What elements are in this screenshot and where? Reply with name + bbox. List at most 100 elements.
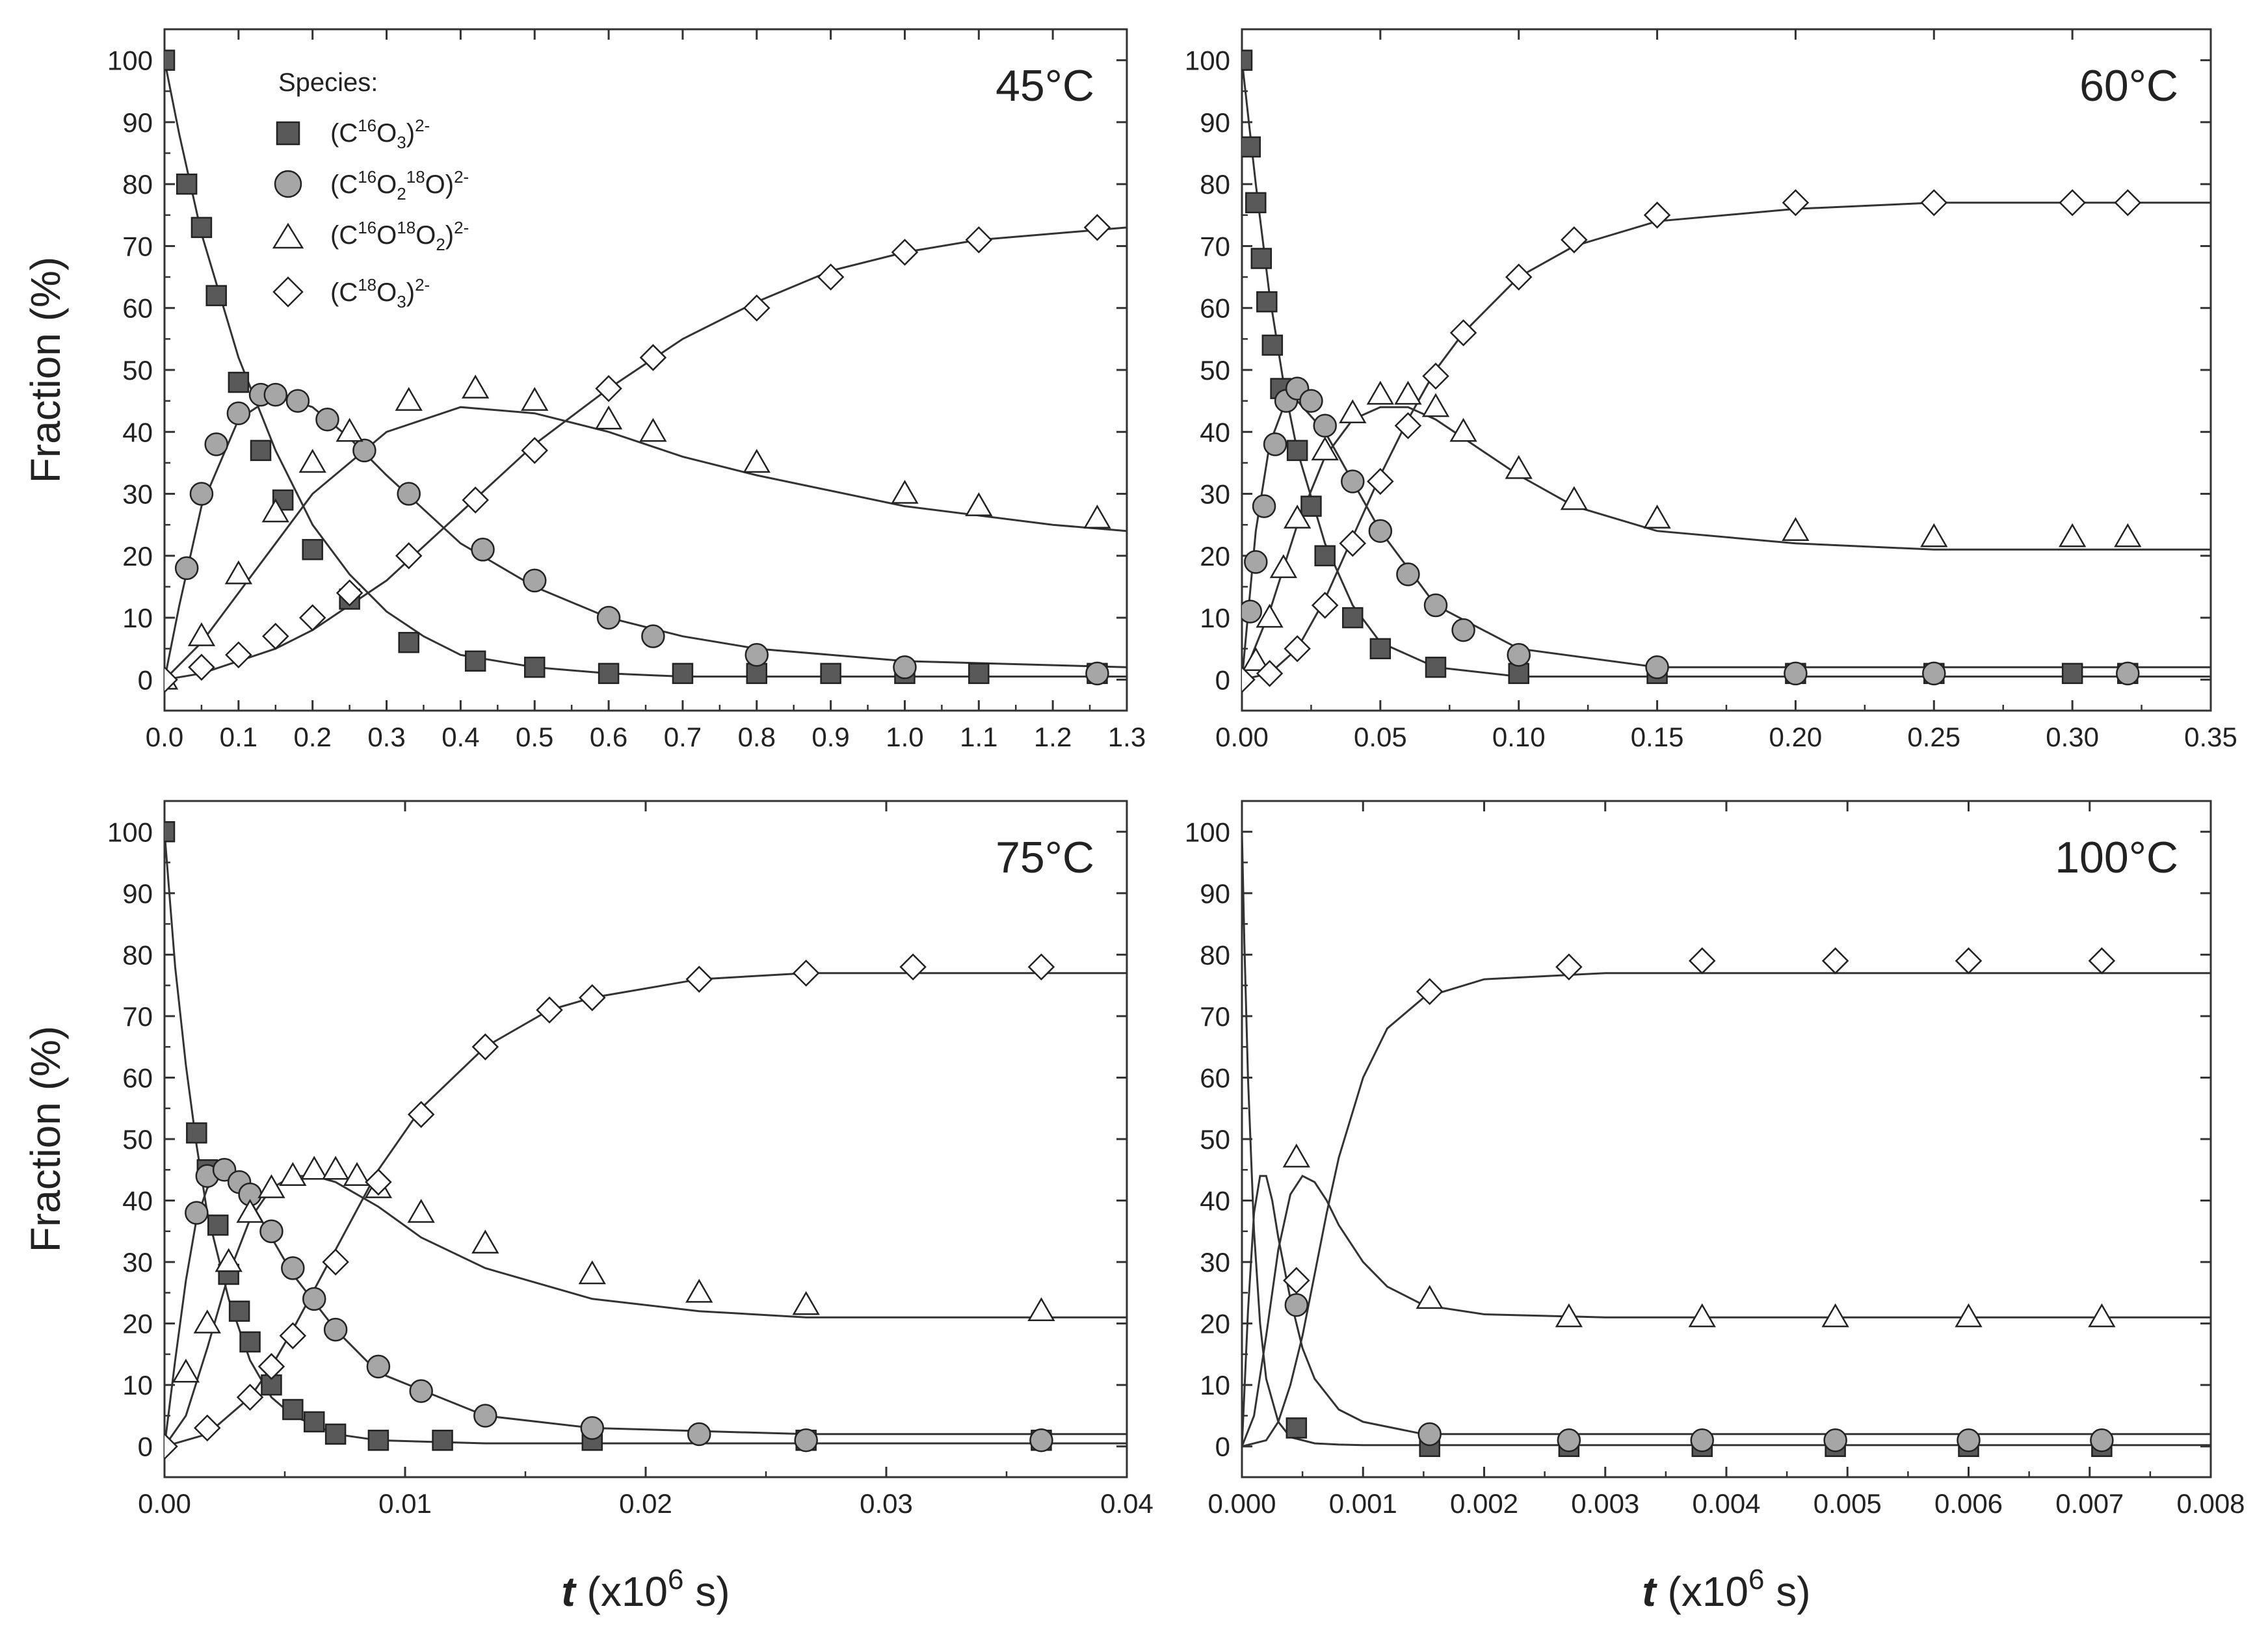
data-point-circle <box>1313 414 1337 438</box>
data-point-square <box>1245 192 1267 214</box>
y-tick-label: 80 <box>1200 939 1230 970</box>
fit-curve-diamond <box>1242 972 2211 1448</box>
data-point-diamond <box>407 1101 435 1128</box>
x-tick-label: 0.007 <box>2055 1488 2124 1519</box>
fit-curve-square <box>1242 832 2211 1447</box>
fit-curve-diamond <box>1242 202 2211 681</box>
data-point-diamond <box>165 1432 178 1460</box>
data-point-triangle <box>300 1155 328 1180</box>
y-tick-label: 100 <box>1185 817 1230 847</box>
y-tick-label: 70 <box>1200 1001 1230 1032</box>
data-point-square <box>1286 440 1308 462</box>
data-point-circle <box>1423 593 1448 618</box>
data-point-triangle <box>2114 523 2142 547</box>
y-tick-label: 100 <box>107 46 153 76</box>
data-point-circle <box>1557 1428 1581 1452</box>
data-point-diamond <box>1283 1267 1310 1294</box>
data-point-circle <box>522 568 547 593</box>
y-tick-label: 20 <box>122 541 153 571</box>
data-point-square <box>282 1398 304 1421</box>
series-square <box>165 821 1052 1451</box>
data-point-triangle <box>1821 1303 1849 1328</box>
panel-0: 0.0 0.1 0.2 0.3 0.4 0.5 0.6 0.7 0.8 0.9 1.0 1.1 1.2 1… <box>107 28 1146 752</box>
data-point-square <box>432 1430 453 1451</box>
data-point-circle <box>302 1287 326 1311</box>
fit-curve-diamond <box>165 226 1127 681</box>
data-point-square <box>302 539 323 560</box>
data-point-diamond <box>262 622 289 650</box>
data-point-circle <box>745 643 769 667</box>
data-point-triangle <box>236 1198 264 1223</box>
fit-curve-circle <box>165 393 1127 680</box>
data-point-diamond <box>1422 362 1449 390</box>
data-point-square <box>523 657 546 678</box>
data-point-triangle <box>461 374 490 399</box>
data-point-square <box>1242 49 1253 71</box>
y-tick-label: 80 <box>122 939 153 970</box>
x-tick-label: 0.00 <box>138 1488 191 1519</box>
data-point-diamond <box>685 965 713 993</box>
data-point-diamond <box>188 653 215 681</box>
data-point-triangle <box>521 387 549 411</box>
fit-curve-circle <box>1242 1175 2211 1447</box>
data-point-diamond <box>639 344 667 371</box>
y-tick-label: 60 <box>1200 1062 1230 1093</box>
data-point-circle <box>323 1317 348 1342</box>
y-tick-label: 90 <box>1200 878 1230 909</box>
data-point-triangle <box>172 1358 200 1383</box>
y-tick-label: 20 <box>122 1309 153 1339</box>
data-point-square <box>191 217 213 239</box>
y-tick-label: 0 <box>138 1432 153 1462</box>
data-point-circle <box>2116 661 2140 686</box>
y-tick-label: 10 <box>122 603 153 633</box>
y-tick-label: 40 <box>122 417 153 447</box>
data-point-circle <box>263 382 288 407</box>
data-point-circle <box>259 1219 284 1244</box>
x-tick-label: 0.008 <box>2176 1488 2245 1519</box>
data-point-circle <box>471 538 495 562</box>
fit-curve-circle <box>165 1175 1127 1447</box>
data-point-circle <box>1451 618 1475 642</box>
data-point-circle <box>1341 469 1365 493</box>
panel-1: 0.00 0.05 0.10 0.15 0.20 0.25 0.30 0.35 0 10 20 30 4… <box>1185 28 2237 752</box>
data-point-triangle <box>594 405 623 430</box>
x-tick-label: 1.3 <box>1108 722 1146 752</box>
data-point-circle <box>596 605 621 630</box>
data-point-circle <box>1645 655 1669 679</box>
data-point-square <box>324 1423 347 1445</box>
data-point-square <box>1261 334 1284 356</box>
data-point-circle <box>1418 1422 1442 1447</box>
y-tick-label: 100 <box>1185 46 1230 76</box>
y-tick-label: 20 <box>1200 1309 1230 1339</box>
data-point-circle <box>366 1354 391 1379</box>
data-point-diamond <box>1284 635 1311 663</box>
data-point-circle <box>687 1422 711 1447</box>
data-point-triangle <box>1920 523 1948 547</box>
data-point-square <box>303 1411 325 1433</box>
x-tick-label: 0.9 <box>811 722 849 752</box>
data-point-diamond <box>1339 529 1367 557</box>
x-axis-label-left: t (x106 s) <box>561 1564 730 1615</box>
data-point-circle <box>893 655 917 679</box>
data-point-diamond <box>579 984 606 1012</box>
data-point-diamond <box>2059 189 2086 217</box>
y-tick-label: 0 <box>1215 1432 1230 1462</box>
data-point-circle <box>1244 550 1268 574</box>
data-point-diamond <box>891 239 919 266</box>
data-point-diamond <box>279 1322 307 1350</box>
data-point-triangle <box>1782 517 1810 541</box>
data-point-triangle <box>1269 554 1298 579</box>
data-point-square <box>1342 607 1364 629</box>
y-tick-label: 30 <box>1200 1247 1230 1278</box>
y-tick-label: 60 <box>122 293 153 324</box>
y-tick-label: 50 <box>1200 1124 1230 1155</box>
x-tick-label: 0.35 <box>2184 722 2237 752</box>
data-point-diamond <box>236 1384 264 1411</box>
data-point-triangle <box>1555 1303 1583 1328</box>
data-point-square <box>598 663 620 685</box>
data-point-square <box>1256 291 1278 313</box>
series-triangle <box>1242 380 2142 672</box>
data-point-triangle <box>471 1229 499 1254</box>
data-point-triangle <box>1505 454 1533 479</box>
